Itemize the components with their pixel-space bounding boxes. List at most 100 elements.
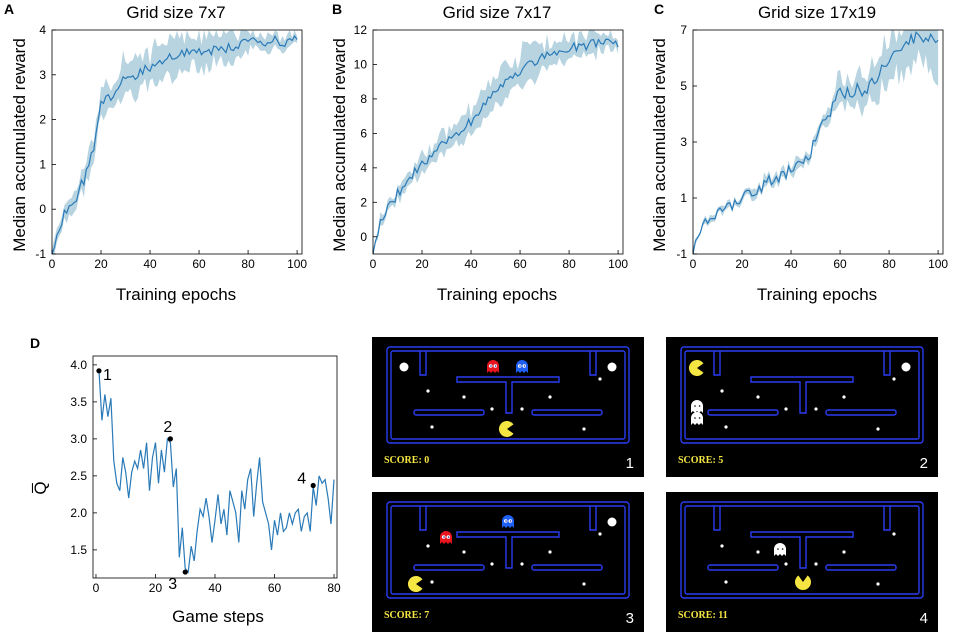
maze-wall-segment	[589, 506, 597, 531]
y-axis-label: Median accumulated reward	[650, 38, 669, 252]
y-tick-label: 2	[360, 195, 367, 209]
x-tick-label: 100	[287, 257, 307, 271]
y-tick-label: 6	[360, 126, 367, 140]
ghost-body	[691, 400, 703, 413]
median-reward-line	[51, 34, 298, 255]
y-tick-label: 2.0	[70, 506, 87, 520]
ghost-body	[516, 360, 528, 373]
pellet	[784, 407, 788, 411]
y-tick-label: 3	[39, 68, 46, 82]
pellet	[756, 395, 760, 399]
x-tick-label: 20	[735, 257, 749, 271]
pacman	[407, 576, 423, 592]
pellet	[814, 407, 818, 411]
plot-frame	[51, 29, 303, 255]
y-tick-label: 0	[360, 230, 367, 244]
x-tick-label: 60	[268, 581, 282, 595]
y-tick-label: 2.5	[70, 469, 87, 483]
maze-wall-bar	[707, 564, 779, 571]
y-axis-label: Median accumulated reward	[330, 38, 349, 252]
score-label: SCORE: 7	[384, 610, 429, 621]
y-tick-label: 1.5	[70, 543, 87, 557]
game-frames: SCORE: 0 1 SCORE: 5 2 SCORE: 7 3 SCORE: 11 4	[372, 337, 938, 632]
pellet	[490, 407, 494, 411]
maze-wall-segment	[883, 506, 891, 531]
x-tick-label: 80	[241, 257, 255, 271]
y-axis-label: Q̅	[31, 481, 50, 494]
y-tick-label: 1	[39, 157, 46, 171]
y-tick-label: 12	[354, 23, 368, 37]
annotation-point	[182, 569, 188, 575]
x-tick-label: 0	[690, 257, 697, 271]
pellet	[892, 532, 896, 536]
q-value-line	[98, 370, 335, 574]
maze-wall-segment	[883, 351, 891, 376]
pellet	[842, 395, 846, 399]
x-tick-label: 40	[464, 257, 478, 271]
plot-frame	[372, 29, 624, 255]
maze-wall-bar	[825, 409, 897, 416]
maze-inner-wall	[684, 350, 920, 440]
power-pellet	[607, 362, 617, 372]
confidence-band	[693, 30, 939, 254]
y-tick-label: 4	[360, 161, 367, 175]
ghost-pupil	[447, 536, 450, 538]
pellet	[892, 377, 896, 381]
y-tick-label: 2	[39, 113, 46, 127]
maze-wall-segment	[419, 351, 427, 376]
y-tick-label: 4	[39, 23, 46, 37]
pellet	[724, 580, 728, 584]
ghost-pupil	[443, 536, 445, 538]
ghost-pupil	[777, 548, 779, 550]
x-tick-label: 60	[833, 257, 847, 271]
maze-inner-wall	[390, 505, 626, 595]
y-tick-label: 4.0	[70, 358, 87, 372]
x-tick-label: 100	[608, 257, 628, 271]
pellet	[426, 389, 430, 393]
maze-t-wall	[750, 376, 854, 414]
y-tick-label: -1	[35, 247, 46, 261]
ghost-red	[487, 360, 499, 373]
pellet	[490, 562, 494, 566]
maze-outer-wall	[680, 501, 924, 599]
ghost-pupil	[698, 405, 701, 407]
game-background	[666, 337, 938, 477]
pellet	[462, 395, 466, 399]
pellet	[724, 425, 728, 429]
ghost-frightened	[691, 400, 703, 413]
pellet	[462, 550, 466, 554]
y-tick-label: 8	[360, 92, 367, 106]
ghost-pupil	[694, 417, 696, 419]
panel-label-d: D	[30, 335, 40, 351]
x-tick-label: 40	[784, 257, 798, 271]
chart-title: Grid size 7x7	[126, 3, 225, 22]
chart-c-grid-17x19: Grid size 17x19 Training epochs Median a…	[650, 3, 948, 304]
annotation-label: 4	[297, 471, 306, 488]
chart-title: Grid size 17x19	[758, 3, 876, 22]
confidence-band	[52, 30, 298, 254]
maze-outer-wall	[386, 346, 630, 444]
annotation-point	[167, 436, 173, 442]
ghost-pupil	[494, 365, 497, 367]
maze-t-wall	[456, 531, 560, 569]
y-axis-label: Median accumulated reward	[10, 38, 29, 252]
pellet	[876, 582, 880, 586]
x-tick-label: 80	[882, 257, 896, 271]
pellet	[720, 389, 724, 393]
maze-inner-wall	[390, 350, 626, 440]
ghost-pupil	[781, 548, 784, 550]
ghost-pupil	[519, 365, 521, 367]
pellet	[598, 377, 602, 381]
x-tick-label: 60	[513, 257, 527, 271]
maze-wall-segment	[713, 506, 721, 531]
power-pellet	[607, 517, 617, 527]
x-tick-label: 20	[94, 257, 108, 271]
ghost-pupil	[698, 417, 701, 419]
pellet	[756, 550, 760, 554]
ghost-pupil	[490, 365, 492, 367]
power-pellet	[901, 362, 911, 372]
panel-label-b: B	[332, 1, 342, 17]
chart-d-q-values: Game steps Q̅ 0 20 40 60 80 1.5 2.0 2.5 3.0 3.5 4.…	[31, 355, 341, 626]
ghost-red	[440, 531, 452, 544]
